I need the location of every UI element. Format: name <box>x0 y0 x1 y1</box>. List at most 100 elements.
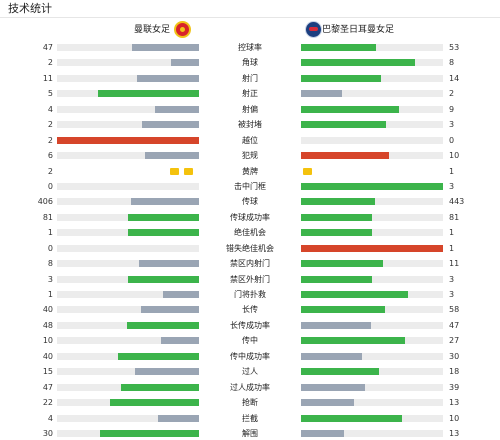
away-stat-bar <box>301 399 354 407</box>
away-stat-bar <box>301 44 376 51</box>
stat-row: 4 射偏 9 <box>0 102 500 117</box>
away-stat-value: 2 <box>449 89 455 99</box>
away-stat-bar <box>301 429 344 437</box>
away-stat-track <box>301 244 443 252</box>
away-stat-bar <box>301 105 399 113</box>
home-stat-track <box>57 229 199 237</box>
home-stat-track <box>57 105 199 113</box>
header-divider <box>0 17 500 18</box>
home-stat-value: 11 <box>42 73 53 83</box>
manchester-united-crest-icon[interactable] <box>174 21 191 38</box>
home-stat-value: 2 <box>47 120 53 130</box>
stat-row: 2 黄牌 1 <box>0 164 500 179</box>
stat-label: 犯规 <box>242 151 258 161</box>
home-stat-value: 1 <box>47 228 53 238</box>
away-stat-value: 27 <box>449 336 460 346</box>
away-team-name[interactable]: 巴黎圣日耳曼女足 <box>322 25 395 35</box>
home-stat-value: 2 <box>47 135 53 145</box>
away-stat-value: 11 <box>449 259 460 269</box>
away-stat-value: 47 <box>449 320 460 330</box>
home-stat-bar <box>118 352 199 360</box>
home-stat-track <box>57 121 199 129</box>
away-stat-bar <box>301 182 443 190</box>
away-stat-bar <box>301 352 362 360</box>
home-stat-track <box>57 291 199 298</box>
stat-label: 拦截 <box>242 413 258 423</box>
stat-label: 传球成功率 <box>230 212 270 222</box>
away-stat-bar <box>301 260 383 268</box>
stat-label: 长传成功率 <box>230 320 270 330</box>
psg-crest-icon[interactable] <box>305 21 322 38</box>
away-stat-bar <box>301 275 372 283</box>
home-stat-track <box>57 414 199 422</box>
away-stat-track <box>301 105 443 113</box>
away-stat-value: 13 <box>449 398 460 408</box>
away-stat-value: 0 <box>449 135 455 145</box>
stat-label: 解围 <box>242 428 258 438</box>
away-stat-value: 3 <box>449 120 455 130</box>
home-stat-track <box>57 383 199 391</box>
home-stat-track <box>57 399 199 407</box>
home-stat-bar <box>128 275 199 283</box>
home-stat-value: 47 <box>42 43 53 52</box>
home-stat-track <box>57 306 199 314</box>
away-stat-track <box>301 306 443 314</box>
stat-label: 长传 <box>242 305 258 315</box>
stat-label: 过人 <box>242 367 258 377</box>
away-stat-bar <box>301 74 381 82</box>
home-stat-value: 40 <box>42 305 53 315</box>
stat-row: 5 射正 2 <box>0 86 500 101</box>
stat-row: 47 控球率 53 <box>0 40 500 55</box>
home-stat-bar <box>98 90 199 98</box>
home-team-name[interactable]: 曼联女足 <box>133 25 170 35</box>
away-stat-value: 443 <box>449 197 465 207</box>
away-stat-bar <box>301 337 405 345</box>
away-stat-bar <box>301 306 385 314</box>
home-stat-value: 81 <box>42 212 53 222</box>
yellow-card-icon <box>184 167 193 175</box>
home-stat-track <box>57 352 199 360</box>
stat-row: 48 长传成功率 47 <box>0 318 500 333</box>
away-stat-bar <box>301 368 379 376</box>
section-title: 技术统计 <box>8 2 52 15</box>
home-stat-track <box>57 244 199 252</box>
stat-label: 错失绝佳机会 <box>226 243 274 253</box>
away-stat-bar <box>301 291 408 298</box>
away-stat-track <box>301 59 443 67</box>
stat-row: 6 犯规 10 <box>0 148 500 163</box>
away-stat-bar <box>301 90 342 98</box>
home-stat-bar <box>121 383 199 391</box>
away-stat-track <box>301 399 443 407</box>
away-stat-value: 30 <box>449 351 460 361</box>
away-stat-track <box>301 229 443 237</box>
home-stat-value: 30 <box>42 428 53 438</box>
home-stat-value: 3 <box>47 274 53 284</box>
home-stat-track <box>57 136 199 144</box>
away-stat-value: 1 <box>449 243 455 253</box>
stat-row: 0 击中门框 3 <box>0 179 500 194</box>
away-stat-bar <box>301 383 365 391</box>
home-stat-track <box>57 198 199 206</box>
away-stat-bar <box>301 321 371 329</box>
stat-row: 1 门将扑救 3 <box>0 287 500 302</box>
away-stat-value: 3 <box>449 274 455 284</box>
home-stat-value: 47 <box>42 382 53 392</box>
home-stat-bar <box>128 229 199 237</box>
away-stat-track <box>301 429 443 437</box>
away-stat-bar <box>301 414 402 422</box>
away-stat-track <box>301 383 443 391</box>
stat-label: 禁区外射门 <box>230 274 270 284</box>
stat-row: 2 角球 8 <box>0 55 500 70</box>
away-stat-track <box>301 182 443 190</box>
stat-row: 2 越位 0 <box>0 133 500 148</box>
home-stat-value: 4 <box>47 413 53 423</box>
home-stat-track <box>57 44 199 51</box>
stat-row: 10 传中 27 <box>0 333 500 348</box>
stat-row: 2 被封堵 3 <box>0 117 500 132</box>
away-stat-value: 3 <box>449 290 455 299</box>
away-stat-track <box>301 321 443 329</box>
away-stat-value: 3 <box>449 181 455 191</box>
away-stat-track <box>301 414 443 422</box>
home-stat-value: 40 <box>42 351 53 361</box>
home-stat-track <box>57 321 199 329</box>
